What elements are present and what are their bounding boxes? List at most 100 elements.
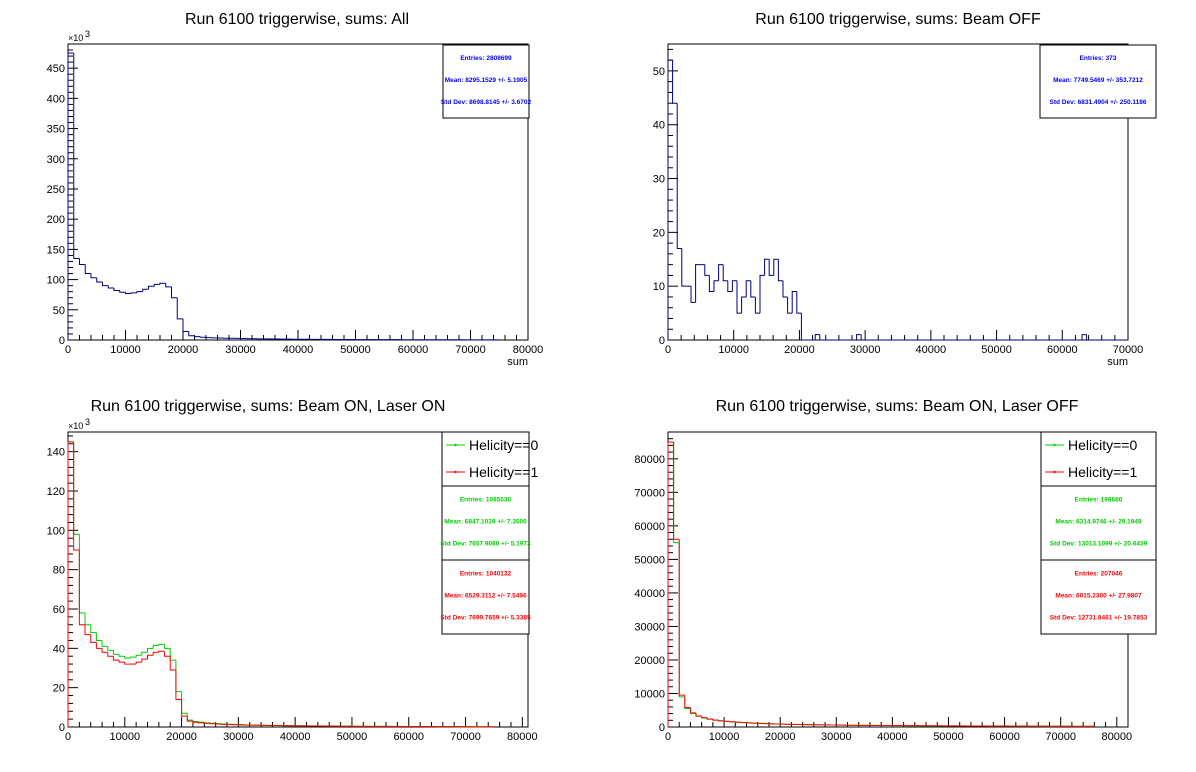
- chart-title: Run 6100 triggerwise, sums: Beam OFF: [755, 11, 1041, 28]
- histogram-panel-2: Run 6100 triggerwise, sums: Beam OFF 0 10 0…: [653, 11, 1157, 368]
- histogram-bin: [773, 258, 779, 276]
- stats-line: Mean: 8295.1529 +/- 5.1905: [445, 77, 528, 84]
- histogram-bin: [125, 292, 132, 294]
- histogram-bin: [141, 651, 148, 656]
- y-tick-label: 60000: [634, 521, 665, 533]
- histogram-series-2: [67, 441, 494, 728]
- y-tick-label: 10: [653, 281, 665, 293]
- x-tick-label: 10000: [109, 731, 140, 743]
- histogram-bin: [102, 282, 109, 287]
- histogram-bin: [695, 712, 702, 717]
- histogram-bin: [759, 274, 765, 314]
- histogram-bin: [84, 624, 91, 636]
- histogram-bin: [107, 646, 114, 651]
- histogram-bin: [101, 648, 108, 653]
- histogram-bin: [203, 722, 210, 724]
- x-tick-label: 0: [65, 731, 71, 743]
- histogram-bin: [667, 441, 674, 727]
- y-tick-label: 80: [53, 565, 65, 577]
- histogram-bin: [101, 640, 108, 647]
- legend-entry: Helicity==1: [469, 464, 538, 480]
- y-tick-label: 10000: [634, 688, 665, 700]
- histogram-bin: [107, 285, 114, 289]
- histogram-bin: [782, 280, 788, 298]
- histogram-bin: [112, 650, 120, 655]
- histogram-bin: [672, 60, 678, 104]
- histogram-bin: [73, 441, 80, 551]
- y-tick-label: 100: [47, 275, 65, 287]
- stats-line: Std Dev: 6831.4904 +/- 250.1186: [1049, 99, 1146, 106]
- legend-dot-marker: [1053, 470, 1056, 474]
- y-tick-label: 50000: [634, 554, 665, 566]
- histogram-bin: [764, 258, 770, 276]
- x-tick-label: 80000: [513, 344, 544, 356]
- histogram-bin: [787, 296, 793, 314]
- histogram-panel-3: Run 6100 triggerwise, sums: Beam ON, Las…: [47, 398, 539, 743]
- y-tick-label: 140: [47, 447, 65, 459]
- histogram-bin: [684, 695, 691, 709]
- stats-line: Mean: 6015.2300 +/- 27.9807: [1055, 593, 1142, 600]
- histogram-bin: [717, 719, 725, 722]
- histogram-bin: [729, 721, 736, 723]
- histogram-bin: [67, 441, 74, 727]
- y-tick-label: 60: [53, 604, 65, 616]
- x-tick-label: 20000: [765, 731, 796, 743]
- histogram-bin: [741, 296, 747, 314]
- histogram-bin: [681, 248, 687, 287]
- stats-line: Mean: 6847.1039 +/- 7.3500: [444, 519, 527, 526]
- stats-line: Std Dev: 12731.8461 +/- 19.7853: [1050, 615, 1148, 622]
- x-axis-label: sum: [1107, 356, 1128, 368]
- y-tick-label: 100: [47, 525, 65, 537]
- histogram-bin: [95, 632, 103, 641]
- x-tick-label: 0: [665, 344, 671, 356]
- histogram-bin: [723, 720, 730, 722]
- histogram-bin: [1081, 334, 1087, 340]
- histogram-bin: [667, 59, 673, 340]
- histogram-bin: [90, 624, 97, 634]
- histogram-bin: [118, 654, 125, 657]
- x-tick-label: 40000: [283, 344, 314, 356]
- histogram-bin: [706, 717, 713, 720]
- histogram-bin: [130, 292, 137, 294]
- x-tick-label: 70000: [1113, 344, 1144, 356]
- x-tick-label: 80000: [1101, 731, 1132, 743]
- y-tick-label: 300: [47, 154, 65, 166]
- legend-dot-marker: [454, 470, 457, 474]
- histogram-bin: [84, 264, 91, 275]
- x-tick-label: 20000: [166, 731, 197, 743]
- chart-title: Run 6100 triggerwise, sums: Beam ON, Las…: [91, 398, 446, 415]
- chart-title: Run 6100 triggerwise, sums: Beam ON, Las…: [716, 398, 1079, 415]
- histogram-bin: [667, 441, 674, 727]
- histogram-bin: [147, 647, 154, 653]
- histogram-bin: [164, 651, 171, 657]
- histogram-bin: [708, 275, 714, 293]
- x-tick-label: 80000: [507, 731, 538, 743]
- histogram-bin: [182, 318, 189, 333]
- histogram-bin: [192, 721, 199, 723]
- y-tick-label: 30000: [634, 621, 665, 633]
- stats-box: [1040, 485, 1157, 561]
- histogram-bin: [198, 722, 205, 724]
- histogram-bin: [107, 652, 114, 657]
- histogram-bin: [141, 658, 148, 663]
- histogram-panel-1: Run 6100 triggerwise, sums: All 0 10000 200…: [47, 11, 544, 368]
- histogram-bin: [736, 280, 742, 314]
- x-tick-label: 60000: [989, 731, 1020, 743]
- y-tick-label: 0: [659, 722, 665, 734]
- stats-line: Std Dev: 13013.1099 +/- 20.6439: [1050, 541, 1148, 548]
- histogram-bin: [84, 612, 91, 626]
- x-tick-label: 50000: [933, 731, 964, 743]
- x-tick-label: 50000: [340, 344, 371, 356]
- histogram-bin: [186, 716, 193, 722]
- histogram-bin: [165, 283, 172, 288]
- histogram-series-1: [67, 52, 500, 341]
- histogram-bin: [718, 264, 724, 281]
- y-tick-label: 70000: [634, 487, 665, 499]
- histogram-bin: [90, 273, 97, 279]
- x-tick-label: 70000: [1045, 731, 1076, 743]
- histogram-bin: [73, 53, 80, 259]
- y-tick-label: 0: [659, 335, 665, 347]
- histogram-bin: [135, 654, 142, 658]
- stats-line: Mean: 7749.5469 +/- 353.7212: [1053, 77, 1143, 84]
- stats-line: Std Dev: 7699.7659 +/- 5.3385: [440, 615, 531, 622]
